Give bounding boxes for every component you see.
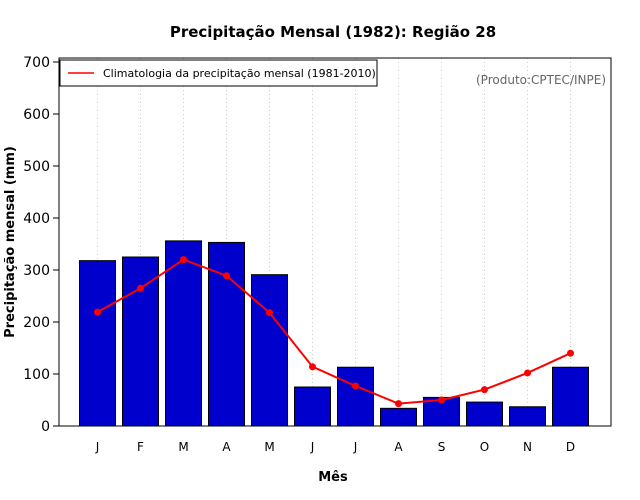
bar-12: [552, 366, 589, 427]
climatology-point-5: [266, 309, 273, 317]
bar-10: [466, 401, 503, 427]
y-axis-title: Precipitação mensal (mm): [3, 146, 18, 338]
bar-5: [251, 274, 288, 427]
chart-title: Precipitação Mensal (1982): Região 28: [170, 23, 496, 41]
y-tick-label: 0: [41, 419, 50, 435]
climatology-point-7: [352, 382, 359, 390]
x-tick-label: S: [438, 440, 446, 454]
y-tick-label: 400: [23, 211, 50, 227]
bar-1: [79, 260, 116, 427]
plot-frame: [58, 57, 612, 427]
y-tick-label: 500: [23, 159, 50, 175]
y-tick-label: 200: [23, 315, 50, 331]
y-tick-label: 600: [23, 107, 50, 123]
climatology-point-3: [180, 256, 187, 264]
climatology-series: [94, 256, 574, 408]
climatology-line: [97, 258, 571, 405]
climatology-point-11: [524, 369, 531, 377]
climatology-point-4: [223, 272, 230, 280]
x-tick-label: F: [137, 440, 144, 454]
legend-box: [59, 59, 378, 87]
bars: [79, 240, 589, 427]
x-tick-label: N: [523, 440, 532, 454]
x-tick-label: A: [394, 440, 403, 454]
bar-7: [337, 366, 374, 427]
y-tick-label: 100: [23, 367, 50, 383]
bar-8: [380, 407, 417, 427]
legend: Climatologia da precipitação mensal (198…: [59, 59, 378, 87]
x-tick-label: J: [310, 440, 315, 454]
x-tick-label: M: [178, 440, 188, 454]
climatology-point-1: [94, 308, 101, 316]
x-tick-label: M: [264, 440, 274, 454]
legend-label: Climatologia da precipitação mensal (198…: [103, 67, 376, 80]
y-axis: 0 100 200 300 400 500 600 700: [23, 55, 59, 435]
y-tick-label: 700: [23, 55, 50, 71]
climatology-point-9: [438, 396, 445, 404]
bar-11: [509, 406, 546, 427]
y-tick-label: 300: [23, 263, 50, 279]
x-axis-title: Mês: [318, 470, 348, 485]
bar-6: [294, 386, 331, 427]
x-tick-label: J: [353, 440, 358, 454]
climatology-point-12: [567, 349, 574, 357]
source-credit: (Produto:CPTEC/INPE): [476, 73, 606, 87]
bar-3: [165, 240, 202, 427]
x-tick-label: A: [222, 440, 231, 454]
x-tick-label: J: [95, 440, 100, 454]
climatology-point-2: [137, 284, 144, 292]
climatology-point-6: [309, 363, 316, 371]
x-tick-label: D: [566, 440, 575, 454]
climatology-point-8: [395, 400, 402, 408]
climatology-point-10: [481, 386, 488, 394]
bar-2: [122, 256, 159, 427]
x-tick-label: O: [480, 440, 489, 454]
